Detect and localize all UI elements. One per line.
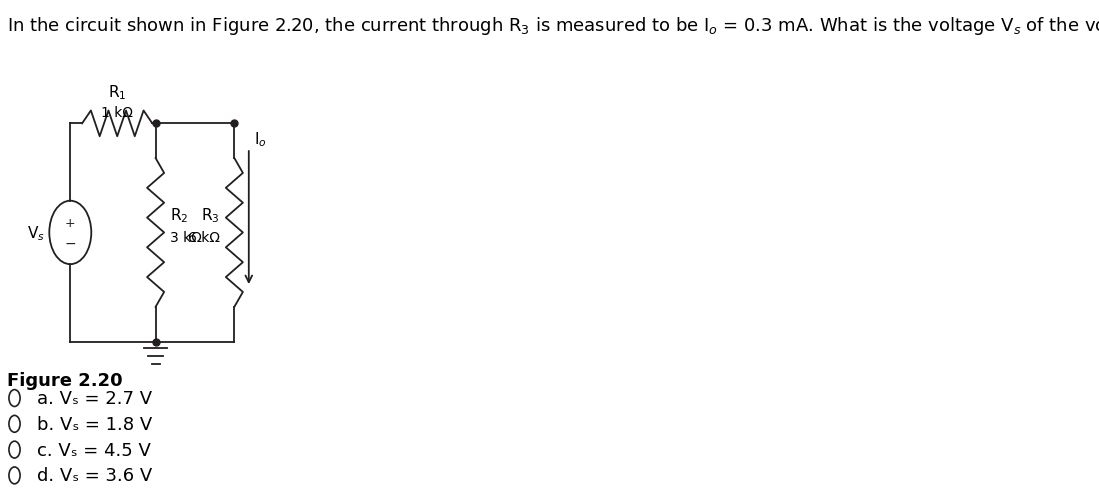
Text: a. Vₛ = 2.7 V: a. Vₛ = 2.7 V bbox=[37, 389, 153, 407]
Text: I$_o$: I$_o$ bbox=[254, 130, 267, 148]
Text: In the circuit shown in Figure 2.20, the current through R$_3$ is measured to be: In the circuit shown in Figure 2.20, the… bbox=[7, 15, 1099, 37]
Text: Figure 2.20: Figure 2.20 bbox=[7, 371, 122, 389]
Text: 3 kΩ: 3 kΩ bbox=[170, 231, 202, 245]
Text: R$_3$: R$_3$ bbox=[201, 206, 220, 224]
Text: −: − bbox=[65, 236, 76, 250]
Text: c. Vₛ = 4.5 V: c. Vₛ = 4.5 V bbox=[37, 441, 152, 459]
Text: R$_2$: R$_2$ bbox=[170, 206, 188, 224]
Text: +: + bbox=[65, 217, 76, 229]
Text: 1 kΩ: 1 kΩ bbox=[101, 106, 133, 120]
Text: b. Vₛ = 1.8 V: b. Vₛ = 1.8 V bbox=[37, 415, 153, 433]
Text: V$_s$: V$_s$ bbox=[27, 224, 45, 242]
Text: d. Vₛ = 3.6 V: d. Vₛ = 3.6 V bbox=[37, 467, 153, 485]
Text: R$_1$: R$_1$ bbox=[108, 82, 126, 102]
Text: 6 kΩ: 6 kΩ bbox=[188, 231, 220, 245]
